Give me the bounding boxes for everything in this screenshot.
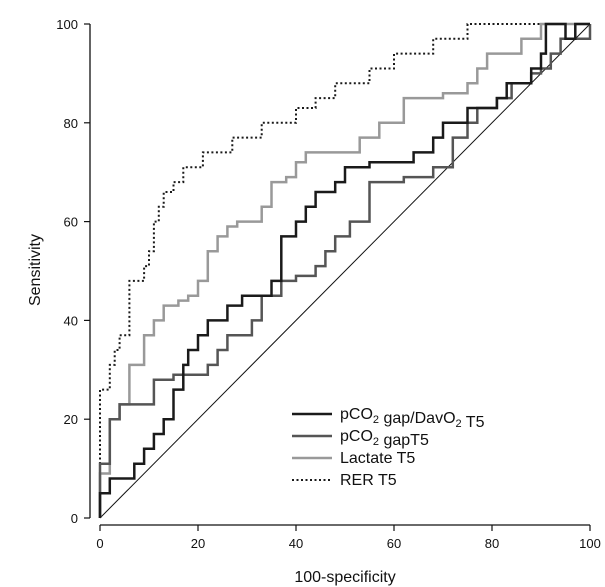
y-tick-label: 20 — [64, 412, 78, 427]
reference-diagonal-line — [99, 23, 591, 519]
series-line-1 — [98, 22, 590, 518]
x-tick-label: 0 — [96, 536, 103, 551]
series-line-3 — [98, 22, 590, 518]
y-axis-title: Sensitivity — [27, 234, 44, 306]
y-tick-label: 100 — [56, 17, 78, 32]
legend-label: Lactate T5 — [340, 450, 415, 467]
y-tick-label: 60 — [64, 215, 78, 230]
legend-label: pCO2 gap/DavO2 T5 — [340, 406, 485, 431]
legend-label: RER T5 — [340, 472, 397, 489]
x-tick-label: 40 — [289, 536, 303, 551]
x-tick-label: 100 — [579, 536, 601, 551]
x-tick-label: 60 — [387, 536, 401, 551]
plot-area — [98, 22, 592, 519]
x-tick-label: 80 — [485, 536, 499, 551]
y-tick-label: 40 — [64, 313, 78, 328]
y-ticks: 0 20 40 60 80 100 — [56, 17, 90, 526]
x-ticks: 0 20 40 60 80 100 — [96, 525, 601, 551]
x-tick-label: 20 — [191, 536, 205, 551]
y-tick-label: 80 — [64, 116, 78, 131]
y-tick-label: 0 — [71, 511, 78, 526]
x-axis-title: 100-specificity — [294, 569, 395, 586]
legend-label: pCO2 gapT5 — [340, 428, 429, 449]
